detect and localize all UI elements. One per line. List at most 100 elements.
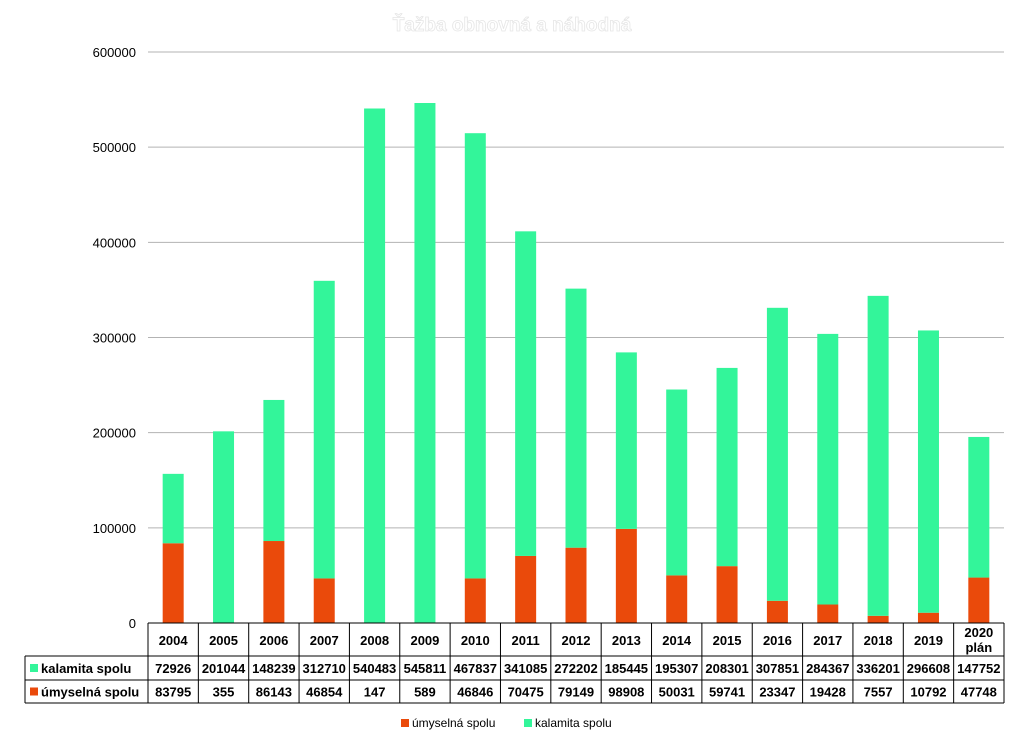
bar-umyselna	[565, 547, 587, 623]
bar-umyselna	[263, 541, 285, 623]
table-value-cell: 589	[414, 685, 436, 700]
bar-umyselna	[766, 600, 788, 623]
table-value-cell: 98908	[608, 685, 644, 700]
y-axis-ticks: 600000 500000 400000 300000 200000 100000 0	[93, 45, 136, 631]
bar-kalamita	[414, 103, 436, 623]
bar-umyselna	[817, 604, 839, 623]
table-value-cell: 147	[364, 685, 386, 700]
bar-kalamita	[364, 108, 386, 623]
x-category-label: 2018	[864, 633, 893, 648]
bar-umyselna	[313, 578, 335, 623]
table-value-cell: 50031	[659, 685, 695, 700]
data-table: 2004 2005 2006 2007 2008 2009 2010 2011 2012 2013…	[24, 622, 1005, 704]
table-series-label: úmyselná spolu	[41, 685, 139, 700]
table-value-cell: 147752	[957, 661, 1000, 676]
bar-umyselna	[162, 543, 184, 623]
table-value-cell: 540483	[353, 661, 396, 676]
bar-kalamita	[213, 431, 235, 623]
table-value-cell: 23347	[759, 685, 795, 700]
x-category-label: 2010	[461, 633, 490, 648]
table-value-cell: 185445	[605, 661, 648, 676]
legend-swatch	[524, 719, 532, 727]
table-value-cell: 312710	[303, 661, 346, 676]
table-value-cell: 208301	[705, 661, 748, 676]
x-category-label: 2006	[259, 633, 288, 648]
bar-kalamita	[162, 473, 184, 544]
x-category-label: 2014	[662, 633, 692, 648]
y-tick-label: 200000	[93, 426, 136, 441]
bar-umyselna	[917, 612, 939, 623]
bar-kalamita	[716, 367, 738, 567]
bars	[162, 103, 990, 623]
table-value-cell: 46854	[306, 685, 343, 700]
table-value-cell: 148239	[252, 661, 295, 676]
x-category-label: 2020 plán	[964, 625, 993, 655]
table-value-cell: 272202	[554, 661, 597, 676]
bar-umyselna	[716, 566, 738, 623]
table-value-cell: 83795	[155, 685, 191, 700]
table-value-cell: 284367	[806, 661, 849, 676]
x-category-label: 2012	[562, 633, 591, 648]
x-category-label: 2013	[612, 633, 641, 648]
table-value-cell: 10792	[910, 685, 946, 700]
bar-umyselna	[515, 555, 537, 623]
y-tick-label: 400000	[93, 235, 136, 250]
y-tick-label: 100000	[93, 521, 136, 536]
bar-kalamita	[867, 295, 889, 616]
bar-kalamita	[615, 352, 637, 529]
x-category-label: 2004	[159, 633, 189, 648]
bar-kalamita	[766, 307, 788, 601]
table-value-cell: 296608	[907, 661, 950, 676]
table-value-cell: 72926	[155, 661, 191, 676]
x-category-label: 2019	[914, 633, 943, 648]
table-value-cell: 47748	[961, 685, 997, 700]
table-value-cell: 336201	[856, 661, 899, 676]
x-category-label: 2008	[360, 633, 389, 648]
legend: úmyselná spolu kalamita spolu	[401, 716, 612, 730]
bar-umyselna	[464, 578, 486, 623]
table-value-cell: 355	[213, 685, 235, 700]
bar-kalamita	[817, 333, 839, 605]
bar-umyselna	[968, 577, 990, 623]
table-series-label: kalamita spolu	[41, 661, 131, 676]
table-value-cell: 467837	[454, 661, 497, 676]
bar-umyselna	[615, 528, 637, 623]
bar-kalamita	[263, 399, 285, 542]
table-value-cell: 59741	[709, 685, 745, 700]
bar-kalamita	[565, 288, 587, 548]
legend-entry: kalamita spolu	[535, 716, 612, 730]
table-value-cell: 341085	[504, 661, 547, 676]
x-category-label: 2016	[763, 633, 792, 648]
table-value-cell: 201044	[202, 661, 246, 676]
bar-kalamita	[313, 280, 335, 579]
y-tick-label: 600000	[93, 45, 136, 60]
table-value-cell: 79149	[558, 685, 594, 700]
table-value-cell: 46846	[457, 685, 493, 700]
bar-kalamita	[515, 231, 537, 556]
table-legend-swatch	[30, 687, 38, 696]
bar-kalamita	[666, 389, 688, 576]
bar-kalamita	[968, 436, 990, 578]
bar-umyselna	[867, 615, 889, 623]
table-legend-swatch	[30, 664, 38, 672]
legend-swatch	[401, 719, 409, 727]
bar-kalamita	[917, 330, 939, 613]
table-value-cell: 195307	[655, 661, 698, 676]
x-category-label: 2007	[310, 633, 339, 648]
table-value-cell: 70475	[508, 685, 544, 700]
y-tick-label: 0	[129, 616, 136, 631]
x-category-label: 2005	[209, 633, 238, 648]
table-value-cell: 7557	[864, 685, 893, 700]
bar-kalamita	[464, 133, 486, 579]
y-tick-label: 300000	[93, 331, 136, 346]
chart-title: Ťažba obnovná a náhodná	[393, 14, 632, 36]
x-category-label: 2009	[410, 633, 439, 648]
x-category-label: 2015	[713, 633, 742, 648]
y-tick-label: 500000	[93, 140, 136, 155]
x-category-label: 2017	[813, 633, 842, 648]
bar-umyselna	[666, 575, 688, 623]
x-category-label: 2011	[512, 633, 540, 648]
legend-entry: úmyselná spolu	[412, 716, 495, 730]
table-value-cell: 545811	[404, 661, 447, 676]
